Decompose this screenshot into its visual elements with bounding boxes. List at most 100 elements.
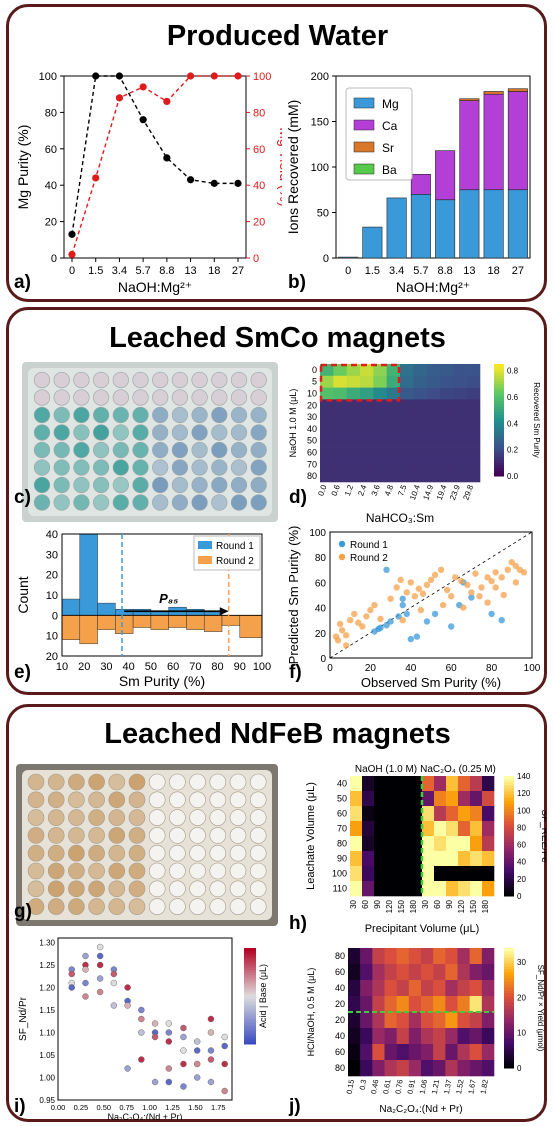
well: [68, 792, 84, 808]
y-tick-label: 1.25: [39, 961, 55, 970]
scatter-point: [222, 1088, 228, 1094]
y-tick-label: 200: [311, 71, 329, 83]
x-tick-label: 10.4: [408, 483, 422, 501]
scatter-point: [343, 632, 349, 638]
y-tick-label: 60: [335, 1047, 345, 1057]
well: [231, 460, 247, 476]
well: [192, 477, 208, 493]
heatmap-cell: [360, 423, 374, 435]
well: [93, 425, 109, 441]
well: [133, 442, 149, 458]
well: [231, 407, 247, 423]
heatmap-cell: [413, 411, 427, 423]
y-tick-label: 1.15: [39, 1006, 55, 1015]
x-tick-label: 27: [232, 265, 244, 277]
colorbar-segment: [504, 848, 514, 852]
well: [149, 881, 165, 897]
y-tick-label: 150: [311, 117, 329, 129]
x-tick-label: 8.8: [159, 265, 174, 277]
heatmap-cell: [362, 866, 374, 881]
well: [230, 792, 246, 808]
colorbar-label: Recovered Sm Purity: [532, 382, 541, 458]
heatmap-cell: [427, 447, 441, 459]
heatmap-cell: [453, 435, 467, 447]
heatmap-cell: [397, 1044, 409, 1060]
heatmap-cell: [453, 423, 467, 435]
y-tick-label: 80: [307, 471, 317, 481]
well: [152, 372, 168, 388]
heatmap-cell: [333, 470, 347, 482]
scatter-point: [208, 1048, 214, 1054]
heatmap-cell: [398, 881, 410, 896]
histogram-bar: [80, 615, 98, 643]
well: [93, 477, 109, 493]
colorbar-segment: [504, 969, 514, 973]
heatmap-cell: [387, 411, 401, 423]
heatmap-cell: [470, 1044, 482, 1060]
well: [89, 863, 105, 879]
heatmap-cell: [467, 435, 481, 447]
y2-tick-label: 0: [253, 253, 259, 265]
heatmap-cell: [410, 806, 422, 821]
x-tick-label: 30: [100, 661, 112, 673]
heatmap-cell: [482, 948, 494, 964]
well: [152, 442, 168, 458]
scatter-point: [125, 1066, 131, 1072]
heatmap-cell: [440, 470, 454, 482]
scatter-point: [404, 611, 410, 617]
y-tick-label: 40: [335, 983, 345, 993]
well: [250, 881, 266, 897]
x-tick-label: 0: [345, 265, 351, 277]
heatmap-cell: [427, 470, 441, 482]
heatmap-cell: [409, 964, 421, 980]
colorbar-segment: [504, 1029, 514, 1033]
well: [230, 899, 246, 915]
colorbar-segment: [504, 863, 514, 867]
scatter-point: [400, 596, 406, 602]
heatmap-cell: [453, 364, 467, 376]
heatmap-cell: [421, 1012, 433, 1028]
histogram-bar: [133, 615, 151, 627]
heatmap-cell: [333, 376, 347, 388]
scatter-point: [208, 1057, 214, 1063]
scatter-point: [208, 1079, 214, 1085]
x-tick-label: 13: [463, 265, 475, 277]
well: [129, 827, 145, 843]
colorbar-tick-label: 0.4: [507, 419, 519, 428]
heatmap-cell: [446, 776, 458, 791]
heatmap-cell: [362, 836, 374, 851]
heatmap-cell: [434, 851, 446, 866]
colorbar-segment: [504, 1017, 514, 1021]
colorbar-segment: [504, 890, 514, 894]
colorbar-segment: [504, 866, 514, 870]
well: [250, 863, 266, 879]
well: [129, 792, 145, 808]
colorbar-segment: [504, 806, 514, 810]
colorbar-segment: [504, 824, 514, 828]
heatmap-cell: [422, 881, 434, 896]
heatmap-cell: [446, 851, 458, 866]
colorbar-segment: [504, 779, 514, 783]
colorbar-segment: [504, 881, 514, 885]
y-tick-label: 5: [312, 377, 317, 387]
well: [133, 460, 149, 476]
scatter-point: [166, 1030, 172, 1036]
heatmap-cell: [433, 996, 445, 1012]
well: [28, 863, 44, 879]
colorbar-segment: [504, 893, 514, 897]
heatmap-cell: [470, 881, 482, 896]
colorbar-segment: [504, 1065, 514, 1069]
heatmap-cell: [333, 388, 347, 400]
scatter-point: [448, 623, 454, 629]
scatter-point: [400, 602, 406, 608]
heatmap-cell: [453, 376, 467, 388]
heatmap-cell: [386, 851, 398, 866]
well: [113, 460, 129, 476]
heatmap-cell: [470, 836, 482, 851]
panel-label-b: b): [288, 272, 306, 294]
well: [109, 810, 125, 826]
well: [89, 845, 105, 861]
heatmap-cell: [446, 866, 458, 881]
y-tick-label: 40: [45, 180, 57, 192]
heatmap-cell: [373, 376, 387, 388]
